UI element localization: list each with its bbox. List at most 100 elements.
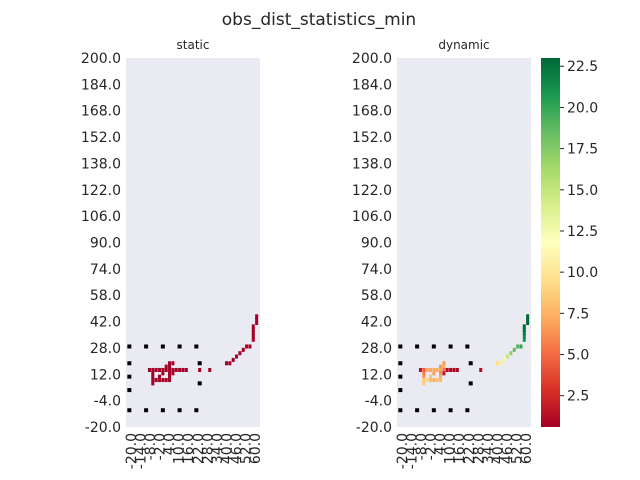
heatmap-cell	[154, 367, 158, 372]
x-tick-label: 4.0	[433, 433, 449, 455]
static-panel: static 200.0 184.0 168.0 152.0 138.0 122.0 106…	[81, 38, 264, 469]
heatmap-cell	[174, 367, 178, 372]
sensor-point-marker	[415, 408, 420, 413]
heatmap-cell	[449, 367, 453, 372]
heatmap-cell	[161, 371, 165, 376]
heatmap-cell	[432, 367, 436, 372]
heatmap-cell	[435, 378, 439, 383]
x-tick-label: 46.0	[229, 433, 245, 464]
heatmap-cell	[452, 367, 456, 372]
heatmap-cell	[526, 321, 530, 326]
heatmap-cell	[255, 321, 259, 326]
colorbar-tick-label: 17.5	[567, 142, 598, 158]
dynamic-y-tick-labels: 200.0 184.0 168.0 152.0 138.0 122.0 106.0 90.0 7…	[352, 51, 392, 436]
colorbar-tick-label: 15.0	[567, 183, 598, 199]
heatmap-cell	[168, 364, 172, 369]
x-tick-label: 34.0	[210, 433, 226, 464]
heatmap-cell	[251, 324, 255, 329]
x-tick-label: 22.0	[462, 433, 478, 464]
heatmap-cell	[164, 367, 168, 372]
colorbar-gradient	[541, 58, 560, 427]
colorbar-tick-label: 2.5	[567, 389, 589, 405]
heatmap-cell	[151, 381, 155, 386]
y-tick-label: -20.0	[85, 420, 121, 436]
sensor-point-marker	[194, 344, 199, 349]
x-tick-label: 40.0	[491, 433, 507, 464]
heatmap-cell	[251, 327, 255, 332]
x-tick-label: 28.0	[200, 433, 216, 464]
sensor-point-marker	[177, 344, 182, 349]
heatmap-cell	[435, 367, 439, 372]
heatmap-cell	[512, 347, 516, 352]
heatmap-cell	[439, 371, 443, 376]
heatmap-cell	[151, 371, 155, 376]
sensor-point-marker	[465, 344, 470, 349]
x-tick-label: -8.0	[414, 433, 430, 460]
heatmap-cell	[168, 378, 172, 383]
heatmap-cell	[442, 367, 446, 372]
sensor-point-marker	[398, 361, 403, 366]
sensor-point-marker	[127, 344, 132, 349]
heatmap-cell	[255, 317, 259, 322]
heatmap-cell	[151, 378, 155, 383]
heatmap-cell	[439, 374, 443, 379]
x-tick-label: 22.0	[191, 433, 207, 464]
static-sensor-points	[127, 344, 202, 413]
x-tick-label: -8.0	[143, 433, 159, 460]
heatmap-cell	[161, 378, 165, 383]
y-tick-label: 184.0	[352, 77, 392, 93]
heatmap-cell	[164, 364, 168, 369]
y-tick-label: 74.0	[90, 262, 121, 278]
y-tick-label: 152.0	[81, 130, 121, 146]
heatmap-cell	[526, 317, 530, 322]
y-tick-label: 12.0	[361, 367, 392, 383]
y-tick-label: 90.0	[361, 236, 392, 252]
x-tick-label: 40.0	[220, 433, 236, 464]
heatmap-cell	[147, 367, 151, 372]
sensor-point-marker	[144, 344, 149, 349]
heatmap-cell	[522, 331, 526, 336]
sensor-point-marker	[127, 374, 132, 379]
dynamic-cells	[418, 314, 530, 386]
sensor-point-marker	[177, 408, 182, 413]
heatmap-cell	[171, 367, 175, 372]
heatmap-cell	[509, 351, 513, 356]
x-tick-label: 10.0	[443, 433, 459, 464]
x-tick-label: 10.0	[172, 433, 188, 464]
heatmap-cell	[228, 361, 232, 366]
x-tick-label: 46.0	[500, 433, 516, 464]
sensor-point-marker	[415, 344, 420, 349]
sensor-point-marker	[431, 408, 436, 413]
sensor-point-marker	[160, 408, 165, 413]
colorbar-tick-labels: 2.5 5.0 7.5 10.0 12.5 15.0 17.5 20.0 22.5	[560, 59, 598, 405]
dynamic-sensor-points	[398, 344, 473, 413]
heatmap-cell	[522, 327, 526, 332]
x-tick-label: -2.0	[424, 433, 440, 460]
colorbar-tick-label: 7.5	[567, 306, 589, 322]
y-tick-label: 122.0	[352, 183, 392, 199]
heatmap-cell	[418, 367, 422, 372]
heatmap-cell	[168, 367, 172, 372]
y-tick-label: 138.0	[81, 156, 121, 172]
heatmap-cell	[519, 344, 523, 349]
heatmap-cell	[235, 354, 239, 359]
heatmap-cell	[164, 378, 168, 383]
y-tick-label: 138.0	[352, 156, 392, 172]
sensor-point-marker	[448, 408, 453, 413]
x-tick-label: -2.0	[153, 433, 169, 460]
heatmap-cell	[208, 367, 212, 372]
x-tick-label: 52.0	[510, 433, 526, 464]
heatmap-cell	[422, 371, 426, 376]
heatmap-cell	[248, 344, 252, 349]
x-tick-label: 52.0	[239, 433, 255, 464]
heatmap-cell	[439, 367, 443, 372]
y-tick-label: 106.0	[81, 209, 121, 225]
heatmap-cell	[422, 381, 426, 386]
colorbar-tick-label: 12.5	[567, 224, 598, 240]
y-tick-label: -4.0	[365, 394, 392, 410]
y-tick-label: 58.0	[361, 288, 392, 304]
heatmap-cell	[442, 371, 446, 376]
heatmap-cell	[428, 374, 433, 379]
y-tick-label: 168.0	[352, 104, 392, 120]
